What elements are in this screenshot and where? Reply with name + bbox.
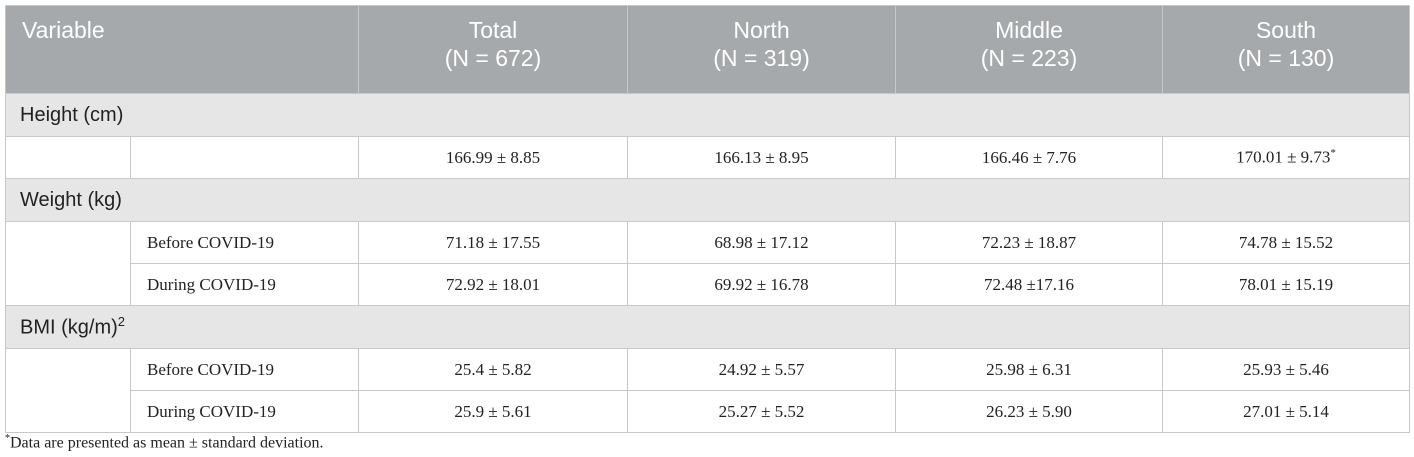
section-text: Height (cm)	[20, 103, 124, 126]
section-label: BMI (kg/m)2	[5, 305, 1410, 349]
value-cell: 166.13 ± 8.95	[627, 136, 896, 179]
section-label: Height (cm)	[5, 93, 1410, 137]
row-label: During COVID-19	[130, 390, 359, 433]
row-label: During COVID-19	[130, 263, 359, 306]
footnote-marker: *	[5, 433, 10, 444]
value-cell: 25.9 ± 5.61	[358, 390, 628, 433]
value-text: 166.99 ± 8.85	[445, 147, 541, 167]
row-label: Before COVID-19	[130, 221, 359, 264]
value-text: 25.98 ± 6.31	[986, 359, 1072, 379]
value-cell: 71.18 ± 17.55	[358, 221, 628, 264]
value-text: 27.01 ± 5.14	[1243, 401, 1329, 421]
data-table: Variable Total (N = 672) North (N = 319) Midd…	[5, 5, 1410, 433]
data-row: Before COVID-19 71.18 ± 17.55 68.98 ± 17.1…	[5, 221, 1410, 306]
value-cell: 68.98 ± 17.12	[627, 221, 896, 264]
group-name: Middle	[995, 17, 1063, 43]
section-row: Height (cm)	[5, 93, 1410, 137]
value-cell: 25.98 ± 6.31	[895, 348, 1163, 391]
blank-cell	[5, 348, 131, 433]
value-cell: 72.23 ± 18.87	[895, 221, 1163, 264]
blank-cell	[5, 136, 131, 179]
value-text: 25.93 ± 5.46	[1243, 359, 1329, 379]
variable-header: Variable	[5, 5, 359, 94]
value-cell: 166.99 ± 8.85	[358, 136, 628, 179]
group-header: North (N = 319)	[627, 5, 896, 94]
section-sup: 2	[117, 314, 126, 330]
value-cell: 166.46 ± 7.76	[895, 136, 1163, 179]
value-text: 74.78 ± 15.52	[1238, 232, 1334, 252]
value-text: 72.92 ± 18.01	[445, 274, 541, 294]
value-text: 166.46 ± 7.76	[981, 147, 1077, 167]
section-text: Weight (kg)	[20, 188, 122, 211]
data-row: During COVID-19 72.92 ± 18.01 69.92 ± 16.7…	[6, 263, 1410, 306]
group-n: (N = 223)	[980, 45, 1078, 71]
value-text: 69.92 ± 16.78	[714, 274, 809, 294]
footnote-text: Data are presented as mean ± standard de…	[10, 434, 324, 452]
value-cell: 24.92 ± 5.57	[627, 348, 896, 391]
section-text: BMI (kg/m)	[20, 316, 118, 339]
table-wrap: Variable Total (N = 672) North (N = 319) Midd…	[5, 5, 1410, 433]
group-header: Middle (N = 223)	[895, 5, 1163, 94]
value-text: 78.01 ± 15.19	[1238, 274, 1334, 294]
group-name: Total	[468, 17, 518, 43]
group-n: (N = 319)	[713, 45, 810, 71]
value-cell: 72.92 ± 18.01	[358, 263, 628, 306]
value-text: 166.13 ± 8.95	[714, 147, 809, 167]
value-text: 26.23 ± 5.90	[986, 401, 1072, 421]
value-text: 71.18 ± 17.55	[445, 232, 541, 252]
value-cell: 74.78 ± 15.52	[1162, 221, 1410, 264]
value-cell: 72.48 ±17.16	[895, 263, 1163, 306]
blank-cell	[5, 221, 131, 306]
value-cell: 27.01 ± 5.14	[1162, 390, 1410, 433]
value-cell: 69.92 ± 16.78	[627, 263, 896, 306]
section-row: Weight (kg)	[5, 178, 1410, 222]
data-row: During COVID-19 25.9 ± 5.61 25.27 ± 5.52 26…	[6, 390, 1410, 433]
group-n: (N = 130)	[1237, 45, 1335, 71]
data-row: Before COVID-19 25.4 ± 5.82 24.92 ± 5.57 25…	[5, 348, 1410, 433]
group-name: North	[733, 17, 790, 43]
group-header: South (N = 130)	[1162, 5, 1410, 94]
value-cell: 26.23 ± 5.90	[895, 390, 1163, 433]
value-cell: 25.93 ± 5.46	[1162, 348, 1410, 391]
section-label: Weight (kg)	[5, 178, 1410, 222]
value-cell: 78.01 ± 15.19	[1162, 263, 1410, 306]
value-text: 24.92 ± 5.57	[718, 359, 805, 379]
value-cell: 170.01 ± 9.73*	[1162, 136, 1410, 179]
value-text: 25.27 ± 5.52	[718, 401, 805, 421]
section-row: BMI (kg/m)2	[5, 305, 1410, 349]
value-text: 170.01 ± 9.73	[1236, 147, 1331, 167]
group-header: Total (N = 672)	[358, 5, 628, 94]
group-name: South	[1255, 17, 1317, 43]
group-n: (N = 672)	[444, 45, 542, 71]
row-label	[130, 136, 359, 179]
value-text: 25.4 ± 5.82	[454, 359, 532, 379]
footnote: *Data are presented as mean ± standard d…	[5, 433, 324, 452]
header-row: Variable Total (N = 672) North (N = 319) Midd…	[5, 5, 1410, 94]
value-text: 68.98 ± 17.12	[714, 232, 809, 252]
value-text: 72.23 ± 18.87	[981, 232, 1077, 252]
value-note: *	[1330, 147, 1336, 160]
data-row: 166.99 ± 8.85 166.13 ± 8.95 166.46 ± 7.76 1…	[5, 136, 1410, 179]
value-text: 25.9 ± 5.61	[454, 401, 532, 421]
row-label: Before COVID-19	[130, 348, 359, 391]
value-text: 72.48 ±17.16	[983, 274, 1075, 294]
value-cell: 25.27 ± 5.52	[627, 390, 896, 433]
value-cell: 25.4 ± 5.82	[358, 348, 628, 391]
